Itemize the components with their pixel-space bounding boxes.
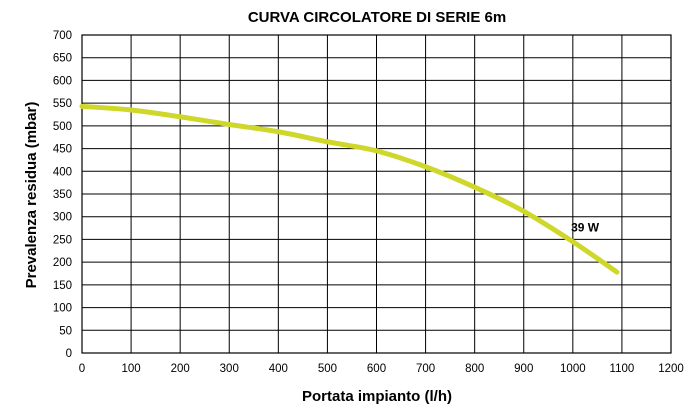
y-tick-label: 200 bbox=[53, 257, 72, 269]
y-tick-label: 100 bbox=[53, 303, 72, 315]
x-axis-label: Portata impianto (l/h) bbox=[302, 388, 452, 405]
chart-grid bbox=[81, 34, 672, 354]
y-tick-label: 250 bbox=[53, 234, 72, 246]
x-tick-label: 1200 bbox=[658, 363, 684, 375]
y-tick-label: 300 bbox=[53, 212, 72, 224]
y-tick-label: 700 bbox=[53, 30, 72, 42]
y-tick-label: 400 bbox=[53, 166, 72, 178]
series-layer: 39 W bbox=[79, 103, 620, 275]
y-tick-label: 0 bbox=[66, 348, 72, 360]
y-tick-label: 600 bbox=[53, 75, 72, 87]
x-tick-label: 300 bbox=[220, 363, 239, 375]
x-tick-label: 400 bbox=[269, 363, 288, 375]
x-tick-label: 0 bbox=[79, 363, 85, 375]
y-tick-label: 450 bbox=[53, 144, 72, 156]
plot-frame bbox=[81, 34, 672, 354]
series-label: 39 W bbox=[571, 221, 600, 235]
x-tick-label: 700 bbox=[416, 363, 435, 375]
x-tick-label: 500 bbox=[318, 363, 337, 375]
x-tick-label: 1100 bbox=[610, 363, 635, 375]
x-tick-label: 900 bbox=[514, 363, 533, 375]
y-axis-ticks: 0 50 100 150 200 250 300 350 400 450 500 550 600 650 7… bbox=[53, 30, 72, 360]
y-tick-label: 50 bbox=[59, 325, 72, 337]
x-tick-label: 100 bbox=[121, 363, 140, 375]
x-tick-label: 1000 bbox=[560, 363, 586, 375]
x-tick-label: 800 bbox=[465, 363, 484, 375]
y-axis-label: Prevalenza residua (mbar) bbox=[23, 102, 40, 289]
x-axis-ticks: 0 100 200 300 400 500 600 700 800 900 1000 1100 1200 bbox=[79, 363, 684, 375]
y-tick-label: 500 bbox=[53, 121, 72, 133]
y-tick-label: 550 bbox=[53, 98, 72, 110]
x-tick-label: 200 bbox=[171, 363, 190, 375]
chart-title: CURVA CIRCOLATORE DI SERIE 6m bbox=[248, 9, 506, 26]
y-tick-label: 150 bbox=[53, 280, 72, 292]
y-tick-label: 350 bbox=[53, 189, 72, 201]
series-line-0 bbox=[79, 103, 620, 275]
x-tick-label: 600 bbox=[367, 363, 386, 375]
y-tick-label: 650 bbox=[53, 53, 72, 65]
